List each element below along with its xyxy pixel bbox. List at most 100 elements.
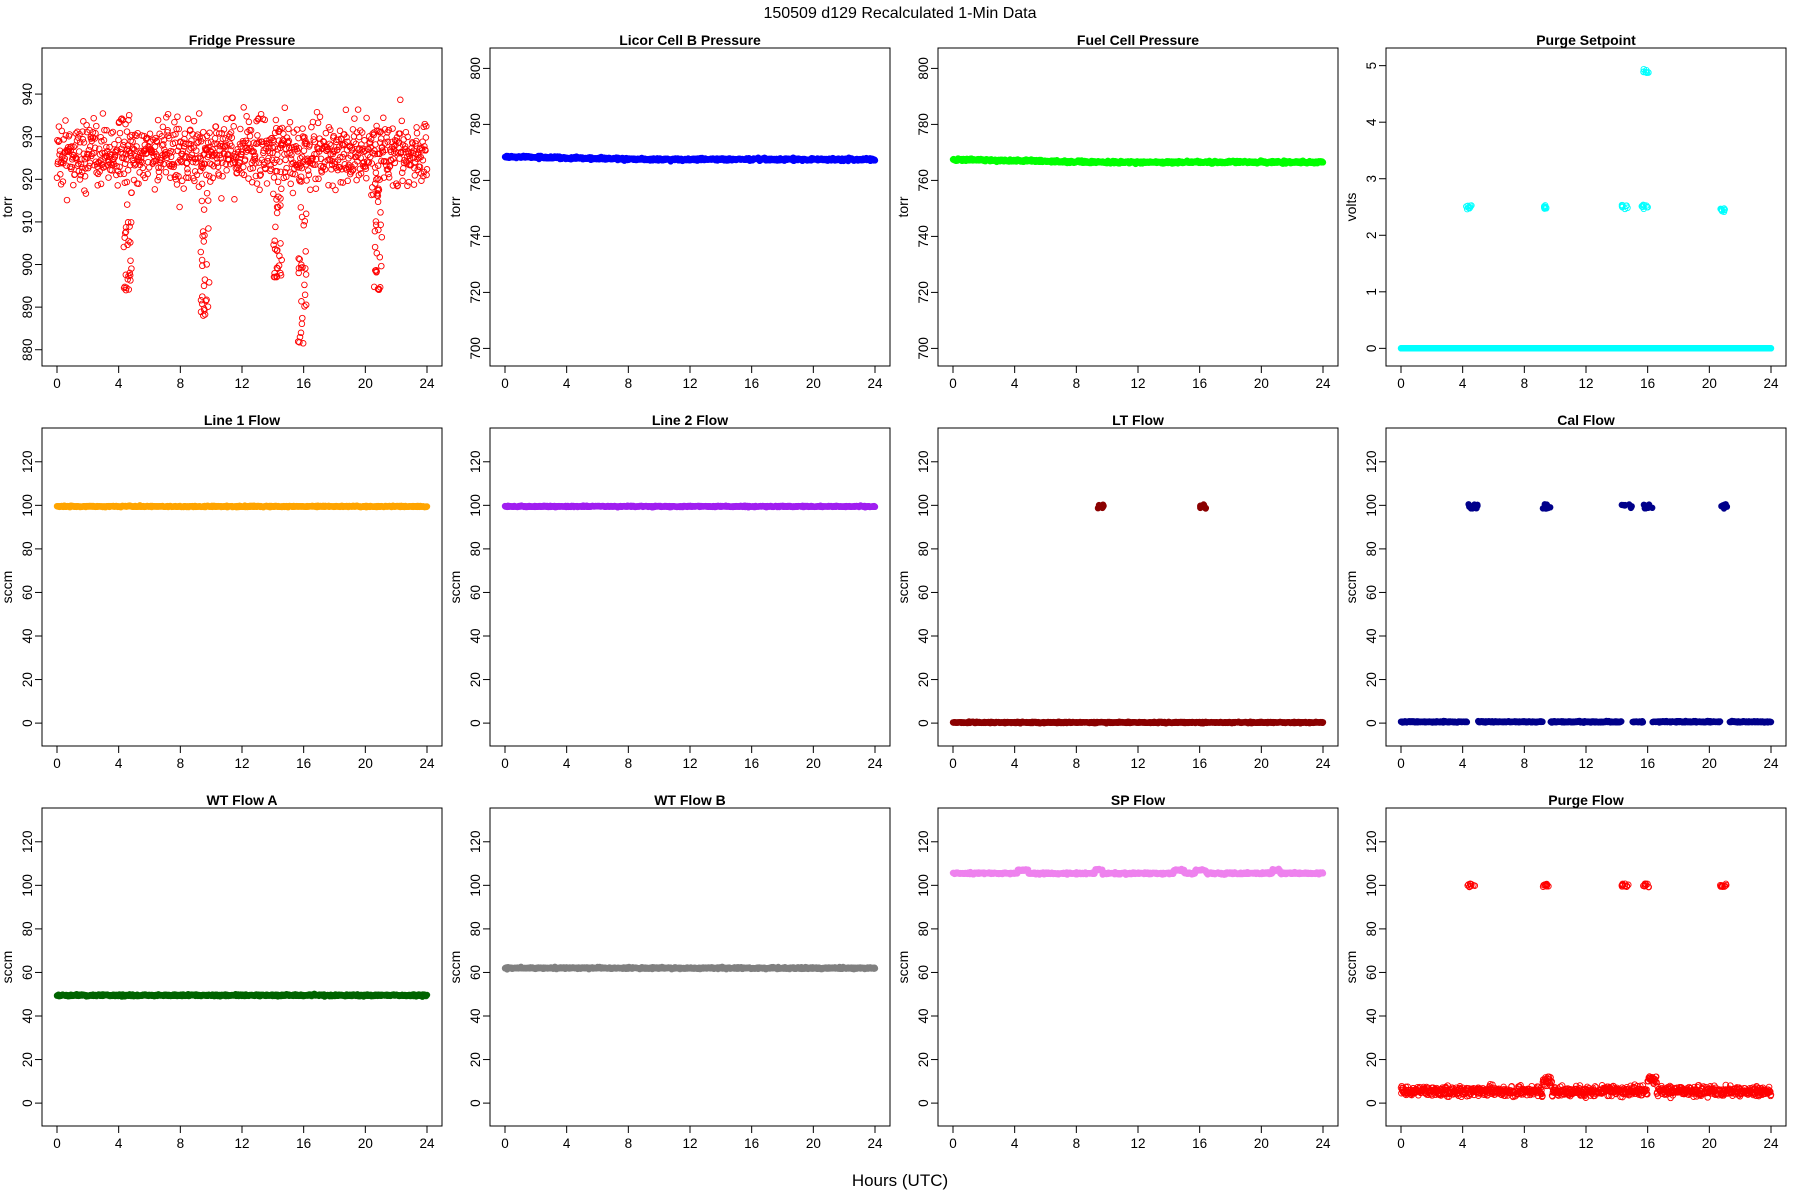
data-point [228,142,235,150]
y-tick-label: 700 [916,337,931,360]
data-point [871,503,879,510]
data-point [333,138,340,146]
y-tick-label: 890 [20,296,35,319]
data-point [113,171,120,179]
data-point [291,171,299,178]
data-point [223,167,230,174]
data-point [327,126,334,133]
x-tick-label: 0 [501,756,509,771]
x-tick-label: 24 [867,376,883,391]
data-point [247,165,254,172]
x-tick-label: 8 [625,756,633,771]
x-tick-label: 0 [53,756,61,771]
data-point [376,253,384,261]
data-point [231,196,238,203]
data-point [368,160,376,167]
data-point [368,184,376,191]
panel-title: Licor Cell B Pressure [619,32,761,48]
data-point [70,181,77,189]
data-point [298,164,306,172]
data-point [226,131,233,138]
data-point [73,137,81,144]
data-point [301,281,308,289]
data-point [55,123,63,130]
data-point [109,128,117,136]
data-point [389,182,397,189]
data-point [200,238,208,245]
data-point [337,179,344,186]
data-point [127,239,134,246]
data-point [223,115,230,122]
x-tick-label: 4 [1459,376,1467,391]
data-point [397,96,404,104]
data-point [322,129,330,137]
data-point [104,161,111,169]
data-point [118,115,126,122]
data-point [77,160,85,168]
data-point [177,139,184,146]
data-point [307,186,314,193]
data-point [380,114,387,122]
data-point [144,170,151,178]
data-point [391,159,399,167]
data-point [145,164,153,171]
data-point [66,131,73,138]
y-tick-label: 0 [468,719,483,727]
data-point [360,158,368,166]
y-tick-label: 100 [20,494,35,517]
data-series [501,502,879,511]
plot-frame [489,427,891,747]
plot-frame [937,427,1339,747]
data-point [270,190,277,198]
data-point [90,114,97,122]
data-point [214,163,222,170]
data-point [251,152,259,159]
figure-xlabel: Hours (UTC) [852,1171,948,1190]
data-point [184,165,191,173]
data-point [170,163,177,171]
data-point [116,163,123,171]
data-point [153,138,161,146]
data-point [108,129,115,137]
x-tick-label: 24 [419,756,435,771]
data-point [80,118,87,125]
data-point [259,141,266,148]
data-point [99,110,107,117]
data-point [122,286,130,294]
x-tick-label: 20 [1254,376,1269,391]
data-point [373,249,381,257]
data-point [248,147,255,155]
data-point [112,147,120,155]
y-tick-label: 20 [468,672,483,687]
data-point [301,291,309,299]
data-point [277,168,284,176]
data-point [355,133,363,141]
data-point [274,178,282,186]
data-point [198,197,206,205]
data-point [295,145,303,152]
data-point [96,168,103,175]
data-point [331,147,338,154]
y-tick-label: 2 [1364,232,1379,240]
data-point [421,143,428,150]
x-tick-label: 12 [682,756,697,771]
data-point [252,159,259,167]
data-point [135,180,142,187]
data-point [271,237,278,245]
data-point [272,116,280,124]
data-point [152,134,159,142]
data-point [205,225,212,232]
data-point [125,116,132,124]
data-point [301,133,308,141]
data-point [406,154,414,162]
data-point [385,170,392,178]
data-point [221,150,228,158]
data-point [270,174,278,181]
data-point [91,144,99,152]
x-tick-label: 20 [358,376,373,391]
data-point [315,175,322,183]
data-point [273,209,281,217]
x-tick-label: 24 [419,376,435,391]
data-point [261,158,268,166]
x-tick-label: 16 [1640,376,1655,391]
